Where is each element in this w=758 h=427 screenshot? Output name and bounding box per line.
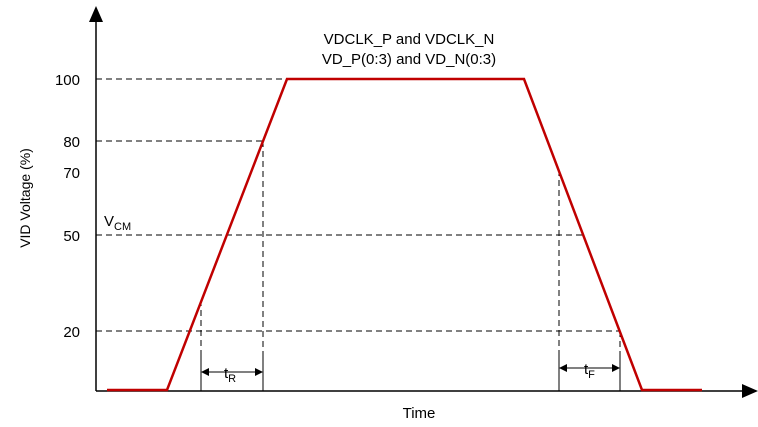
title-line-1: VDCLK_P and VDCLK_N bbox=[324, 31, 495, 48]
y-tick-50: 50 bbox=[63, 228, 80, 245]
waveform-trace bbox=[107, 77, 702, 392]
t-fall-label-main: t bbox=[584, 361, 589, 378]
x-axis-arrow-icon bbox=[742, 384, 758, 398]
t-fall-label: tF bbox=[584, 361, 595, 381]
title-line-2: VD_P(0:3) and VD_N(0:3) bbox=[322, 51, 496, 68]
vertical-guides bbox=[200, 141, 621, 391]
y-axis-arrow-icon bbox=[89, 6, 103, 22]
vcm-label-sub: CM bbox=[114, 221, 131, 233]
t-rise-label: tR bbox=[224, 365, 236, 385]
t-rise-label-main: t bbox=[224, 365, 229, 382]
y-tick-70: 70 bbox=[63, 165, 80, 182]
t-rise-label-sub: R bbox=[228, 373, 236, 385]
y-tick-100: 100 bbox=[55, 72, 80, 89]
vcm-label: VCM bbox=[104, 213, 131, 233]
y-axis-label: VID Voltage (%) bbox=[17, 148, 33, 248]
y-tick-20: 20 bbox=[63, 324, 80, 341]
y-tick-80: 80 bbox=[63, 134, 80, 151]
timing-ticks bbox=[200, 352, 621, 391]
vcm-label-main: V bbox=[104, 213, 114, 230]
horizontal-guides bbox=[96, 78, 620, 332]
t-fall-label-sub: F bbox=[588, 369, 595, 381]
x-axis-label: Time bbox=[403, 405, 436, 422]
